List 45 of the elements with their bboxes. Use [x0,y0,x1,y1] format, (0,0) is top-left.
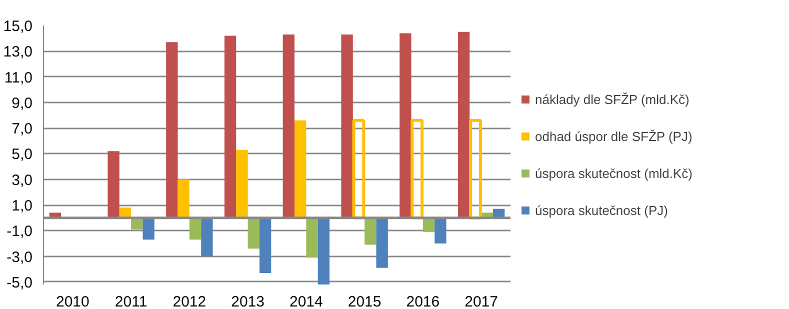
y-tick-label: 5,0 [12,146,33,164]
y-tick-label: 15,0 [3,18,33,35]
bar [458,32,470,218]
y-tick-label: 13,0 [3,44,33,61]
bar [306,218,318,258]
bar [259,218,272,273]
x-tick-label: 2016 [406,294,440,309]
bar [376,218,388,268]
legend-label: úspora skutečnost (mld.Kč) [535,166,693,180]
bar [364,218,376,245]
bar [224,36,236,218]
y-tick-label: 11,0 [4,69,33,86]
bar [142,218,154,240]
bar [341,34,353,218]
bar [282,34,295,218]
x-tick-label: 2014 [290,294,323,309]
x-tick-label: 2017 [464,294,498,309]
bar [201,218,213,256]
x-tick-label: 2011 [114,294,148,309]
bar [178,179,190,218]
y-tick-label: -5,0 [6,274,33,292]
bar [294,120,306,218]
bar [434,218,446,244]
bar [248,218,260,249]
y-tick-label: 1,0 [12,198,33,215]
y-tick-label: 7,0 [12,120,33,138]
y-tick-label: 3,0 [12,172,33,189]
bar [108,151,120,218]
bar [400,33,412,218]
bar [166,42,178,218]
x-tick-label: 2013 [231,294,265,309]
legend-label: odhad úspor dle SFŽP (PJ) [535,128,692,144]
bar [422,218,435,232]
y-tick-label: 9,0 [12,94,33,112]
bar [236,150,248,218]
bar [318,218,330,284]
bar [131,218,143,230]
x-tick-label: 2010 [56,294,90,309]
x-tick-label: 2012 [172,294,206,309]
y-tick-label: -1,0 [6,223,33,240]
bar [189,218,202,240]
y-tick-label: -3,0 [6,248,33,266]
legend-label: náklady dle SFŽP (mld.Kč) [535,92,690,106]
x-tick-label: 2015 [348,294,382,309]
legend-label: úspora skutečnost (PJ) [535,202,668,218]
